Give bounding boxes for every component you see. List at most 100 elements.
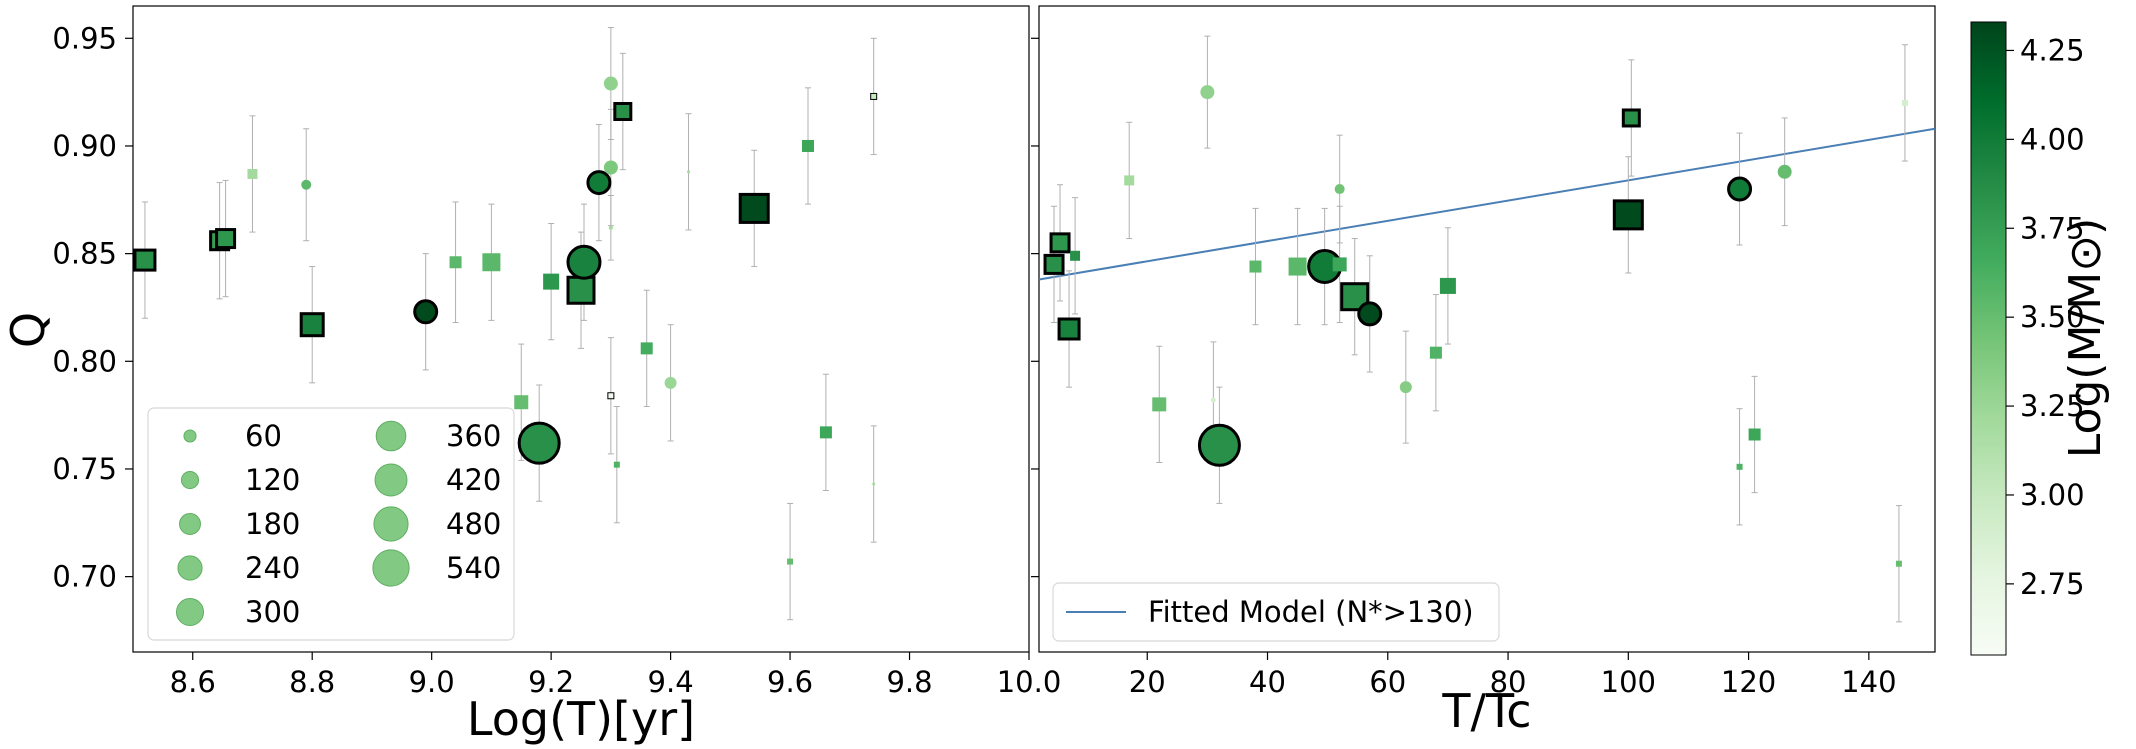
data-point-square <box>1748 428 1761 441</box>
data-point-square <box>1288 257 1307 276</box>
right-errorbars <box>1051 35 1908 623</box>
data-point-circle <box>664 376 677 389</box>
data-point-square <box>1736 463 1743 470</box>
data-point-square <box>543 273 560 290</box>
right-x-axis-label: T/Tc <box>1441 684 1531 738</box>
left-y-tick-label: 0.70 <box>52 560 117 594</box>
right-x-tick-label: 100 <box>1601 665 1656 699</box>
data-point-square <box>801 139 814 152</box>
right-plot-frame <box>1038 5 1936 653</box>
data-point-square <box>1332 257 1347 272</box>
left-y-tick-label: 0.75 <box>52 452 117 486</box>
left-y-ticks: 0.70 0.75 0.80 0.85 0.90 0.95 <box>52 21 133 594</box>
right-x-tick-label: 40 <box>1249 665 1286 699</box>
size-legend-marker <box>373 506 409 542</box>
size-legend-marker <box>180 470 200 490</box>
data-point-circle <box>1334 184 1345 195</box>
data-point-square <box>1429 346 1442 359</box>
left-x-tick-label: 9.8 <box>886 665 932 699</box>
data-point-square <box>1124 175 1135 186</box>
data-point-square <box>640 342 653 355</box>
data-point-square <box>449 256 462 269</box>
data-point-circle <box>566 244 602 280</box>
size-legend-label: 420 <box>446 463 501 497</box>
data-point-square <box>215 228 237 250</box>
left-x-axis-label: Log(T)[yr] <box>467 692 695 746</box>
data-point-square <box>787 558 794 565</box>
data-point-square <box>738 192 770 224</box>
size-legend: 60 120 180 240 300 360 420 480 540 <box>147 407 515 641</box>
left-x-tick-label: 8.6 <box>170 665 216 699</box>
colorbar-tick-label: 4.00 <box>2020 122 2085 156</box>
data-point-square <box>1895 560 1902 567</box>
data-point-circle <box>872 482 876 486</box>
right-x-tick-label: 60 <box>1369 665 1406 699</box>
left-data-points <box>133 76 878 565</box>
data-point-circle <box>413 299 439 325</box>
data-point-square <box>299 312 325 338</box>
size-legend-marker <box>374 463 408 497</box>
colorbar-gradient <box>1970 21 2007 656</box>
data-point-circle <box>687 170 691 174</box>
data-point-circle <box>603 76 618 91</box>
size-legend-box <box>147 407 515 641</box>
data-point-square <box>819 426 832 439</box>
left-y-tick-label: 0.90 <box>52 129 117 163</box>
data-point-square <box>1043 253 1065 275</box>
data-point-circle <box>1399 381 1412 394</box>
right-x-tick-label: 80 <box>1490 665 1527 699</box>
data-point-square <box>514 395 529 410</box>
right-chart-panel: 20 40 60 80 100 120 140 T/Tc Fitted Model (N*>… <box>1031 5 1936 738</box>
size-legend-label: 480 <box>446 507 501 541</box>
data-point-circle <box>603 160 618 175</box>
size-legend-marker <box>372 549 410 587</box>
data-point-square <box>1612 199 1644 231</box>
data-point-square <box>607 392 615 400</box>
data-point-circle <box>1197 423 1241 467</box>
data-point-square <box>613 102 633 122</box>
data-point-square <box>1439 277 1456 294</box>
colorbar-tick-label: 4.25 <box>2020 33 2085 67</box>
size-legend-label: 300 <box>245 595 300 629</box>
size-legend-label: 120 <box>245 463 300 497</box>
data-point-square <box>1901 99 1908 106</box>
data-point-square <box>133 248 157 272</box>
data-point-circle <box>1357 301 1383 327</box>
colorbar-label: Log(M/M⊙) <box>2060 218 2111 459</box>
size-legend-marker <box>179 513 201 535</box>
data-point-square <box>247 168 258 179</box>
size-legend-label: 240 <box>245 551 300 585</box>
left-x-ticks: 8.6 8.8 9.0 9.2 9.4 9.6 9.8 10.0 <box>170 652 1062 699</box>
colorbar: 2.75 3.00 3.25 3.50 3.75 4.00 4.25 Log(M/M⊙) <box>1970 21 2111 656</box>
data-point-square <box>1049 232 1071 254</box>
data-point-square <box>1621 108 1641 128</box>
left-x-tick-label: 9.4 <box>648 665 694 699</box>
data-point-circle <box>1210 397 1216 403</box>
data-point-square <box>566 275 596 305</box>
data-point-circle <box>1727 176 1753 202</box>
right-y-ticks <box>1031 37 1039 578</box>
fit-legend: Fitted Model (N*>130) <box>1052 582 1500 642</box>
data-point-circle <box>586 170 612 196</box>
fitted-model-line <box>1038 127 1936 281</box>
left-y-tick-label: 0.85 <box>52 237 117 271</box>
data-point-square <box>870 92 878 100</box>
data-point-square <box>482 253 501 272</box>
left-y-axis-label: Q <box>1 312 55 348</box>
right-x-tick-label: 120 <box>1721 665 1776 699</box>
size-legend-marker <box>183 429 197 443</box>
left-x-tick-label: 9.2 <box>528 665 574 699</box>
size-legend-marker <box>177 555 203 581</box>
left-chart-panel: 8.6 8.8 9.0 9.2 9.4 9.6 9.8 10.0 0.700.750.800.… <box>1 5 1062 746</box>
data-point-square <box>1152 397 1167 412</box>
size-legend-label: 540 <box>446 551 501 585</box>
data-point-circle <box>517 421 561 465</box>
size-legend-label: 360 <box>446 419 501 453</box>
right-data-points <box>1043 85 1908 567</box>
data-point-square <box>613 461 620 468</box>
colorbar-ticks: 2.75 3.00 3.25 3.50 3.75 4.00 4.25 <box>2006 33 2085 601</box>
colorbar-tick-label: 3.50 <box>2020 300 2085 334</box>
size-legend-marker <box>175 597 205 627</box>
left-x-tick-label: 10.0 <box>997 665 1062 699</box>
